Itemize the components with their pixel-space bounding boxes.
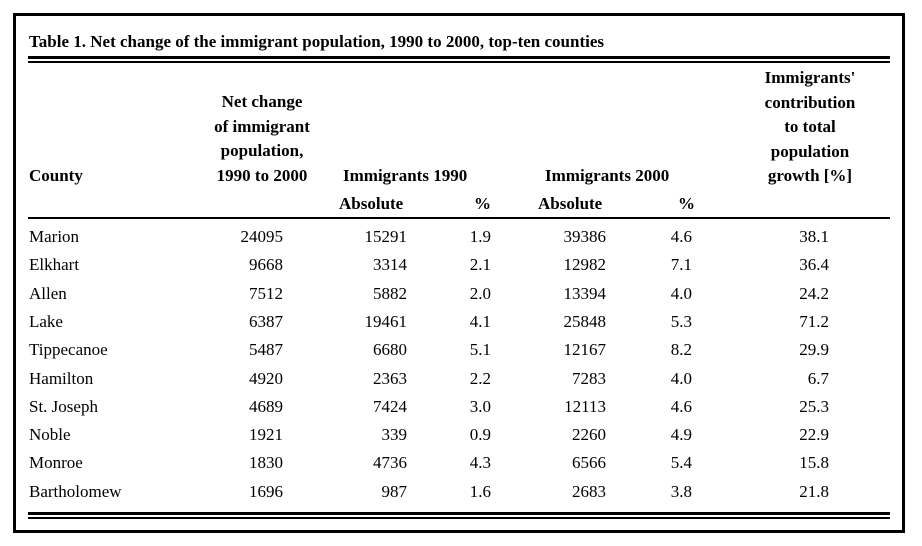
header-immigrants-2000: Immigrants 2000 bbox=[545, 166, 670, 185]
cell-county: Noble bbox=[29, 425, 71, 445]
cell-immigrants-2000-absolute: 7283 bbox=[572, 368, 606, 388]
cell-immigrants-1990-absolute: 339 bbox=[381, 425, 408, 445]
bottom-double-rule-inner bbox=[28, 517, 890, 519]
cell-county: Elkhart bbox=[29, 255, 80, 275]
cell-contribution: 22.9 bbox=[799, 425, 829, 445]
header-line: to total bbox=[784, 117, 836, 137]
header-rule bbox=[28, 217, 890, 219]
cell-county: St. Joseph bbox=[29, 396, 98, 416]
cell-contribution: 38.1 bbox=[799, 227, 829, 246]
header-line: Net change bbox=[221, 92, 303, 111]
header-contribution: Immigrants' contribution to total popula… bbox=[730, 66, 890, 189]
cell-immigrants-2000-absolute: 12167 bbox=[563, 340, 607, 360]
cell-immigrants-2000-pct: 8.2 bbox=[670, 340, 692, 360]
cell-immigrants-2000-pct: 4.0 bbox=[670, 283, 692, 303]
cell-net-change: 7512 bbox=[249, 283, 283, 303]
cell-immigrants-1990-pct: 1.6 bbox=[469, 481, 491, 501]
table-frame bbox=[13, 13, 905, 533]
header-line: contribution bbox=[764, 92, 856, 112]
cell-immigrants-2000-pct: 4.0 bbox=[670, 368, 692, 388]
cell-immigrants-1990-pct: 2.1 bbox=[469, 255, 491, 275]
cell-net-change: 1830 bbox=[249, 453, 283, 473]
cell-immigrants-2000-absolute: 39386 bbox=[563, 227, 607, 246]
cell-immigrants-2000-absolute: 2260 bbox=[572, 425, 606, 445]
cell-immigrants-1990-pct: 1.9 bbox=[469, 227, 491, 246]
cell-contribution: 24.2 bbox=[799, 283, 829, 303]
cell-net-change: 4689 bbox=[249, 396, 283, 416]
subheader-pct-2000: % bbox=[678, 194, 695, 213]
cell-contribution: 36.4 bbox=[799, 255, 829, 275]
cell-immigrants-2000-pct: 5.4 bbox=[670, 453, 692, 473]
cell-immigrants-1990-absolute: 7424 bbox=[373, 396, 407, 416]
cell-immigrants-2000-absolute: 12982 bbox=[563, 255, 607, 275]
cell-immigrants-1990-absolute: 4736 bbox=[373, 453, 407, 473]
header-line: 1990 to 2000 bbox=[216, 166, 308, 186]
cell-immigrants-2000-pct: 4.9 bbox=[670, 425, 692, 445]
cell-immigrants-2000-pct: 7.1 bbox=[670, 255, 692, 275]
cell-contribution: 29.9 bbox=[799, 340, 829, 360]
header-line: population bbox=[770, 141, 850, 161]
header-net-change: Net change of immigrant population, 1990… bbox=[180, 90, 344, 189]
cell-immigrants-2000-pct: 5.3 bbox=[670, 311, 692, 331]
cell-contribution: 21.8 bbox=[799, 481, 829, 501]
cell-immigrants-1990-pct: 2.2 bbox=[469, 368, 491, 388]
header-immigrants-1990: Immigrants 1990 bbox=[343, 166, 468, 185]
cell-net-change: 1696 bbox=[249, 481, 283, 501]
cell-immigrants-2000-absolute: 2683 bbox=[572, 481, 606, 501]
cell-contribution: 25.3 bbox=[799, 396, 829, 416]
cell-immigrants-1990-pct: 3.0 bbox=[469, 396, 491, 416]
cell-contribution: 71.2 bbox=[799, 311, 829, 331]
cell-immigrants-1990-pct: 0.9 bbox=[469, 425, 491, 445]
cell-immigrants-1990-pct: 4.3 bbox=[469, 453, 491, 473]
cell-immigrants-1990-absolute: 15291 bbox=[364, 227, 408, 246]
cell-contribution: 15.8 bbox=[799, 453, 829, 473]
cell-net-change: 5487 bbox=[249, 340, 283, 360]
cell-county: Hamilton bbox=[29, 368, 94, 388]
cell-county: Bartholomew bbox=[29, 481, 122, 501]
cell-immigrants-1990-absolute: 6680 bbox=[373, 340, 407, 360]
cell-immigrants-2000-absolute: 12113 bbox=[564, 396, 606, 416]
cell-county: Tippecanoe bbox=[29, 340, 108, 360]
header-line: of immigrant bbox=[214, 116, 310, 136]
header-line: growth [%] bbox=[767, 166, 853, 186]
cell-county: Lake bbox=[29, 311, 63, 331]
header-county: County bbox=[29, 166, 83, 185]
top-double-rule bbox=[28, 56, 890, 59]
cell-net-change: 4920 bbox=[249, 368, 283, 388]
subheader-absolute-1990: Absolute bbox=[339, 194, 404, 213]
cell-county: Marion bbox=[29, 227, 80, 246]
cell-immigrants-1990-absolute: 5882 bbox=[373, 283, 407, 303]
cell-immigrants-2000-pct: 4.6 bbox=[670, 396, 692, 416]
cell-county: Monroe bbox=[29, 453, 83, 473]
cell-net-change: 24095 bbox=[240, 227, 284, 246]
cell-immigrants-1990-absolute: 987 bbox=[381, 481, 408, 501]
cell-net-change: 6387 bbox=[249, 311, 283, 331]
cell-net-change: 9668 bbox=[249, 255, 283, 275]
bottom-double-rule bbox=[28, 512, 890, 515]
cell-immigrants-1990-pct: 2.0 bbox=[469, 283, 491, 303]
subheader-pct-1990: % bbox=[474, 194, 491, 213]
top-double-rule-inner bbox=[28, 61, 890, 63]
cell-immigrants-1990-absolute: 2363 bbox=[373, 368, 407, 388]
cell-immigrants-2000-pct: 4.6 bbox=[670, 227, 692, 246]
cell-immigrants-2000-absolute: 6566 bbox=[572, 453, 606, 473]
cell-immigrants-1990-pct: 4.1 bbox=[469, 311, 491, 331]
cell-immigrants-1990-absolute: 19461 bbox=[364, 311, 408, 331]
cell-immigrants-2000-absolute: 13394 bbox=[563, 283, 607, 303]
cell-immigrants-2000-absolute: 25848 bbox=[563, 311, 607, 331]
header-line: Immigrants' bbox=[764, 68, 856, 87]
cell-immigrants-2000-pct: 3.8 bbox=[670, 481, 692, 501]
cell-net-change: 1921 bbox=[249, 425, 283, 445]
cell-immigrants-1990-pct: 5.1 bbox=[469, 340, 491, 360]
cell-immigrants-1990-absolute: 3314 bbox=[373, 255, 407, 275]
table-title: Table 1. Net change of the immigrant pop… bbox=[29, 32, 605, 51]
cell-contribution: 6.7 bbox=[807, 368, 829, 388]
header-line: population, bbox=[220, 141, 304, 161]
cell-county: Allen bbox=[29, 283, 67, 303]
subheader-absolute-2000: Absolute bbox=[538, 194, 603, 213]
